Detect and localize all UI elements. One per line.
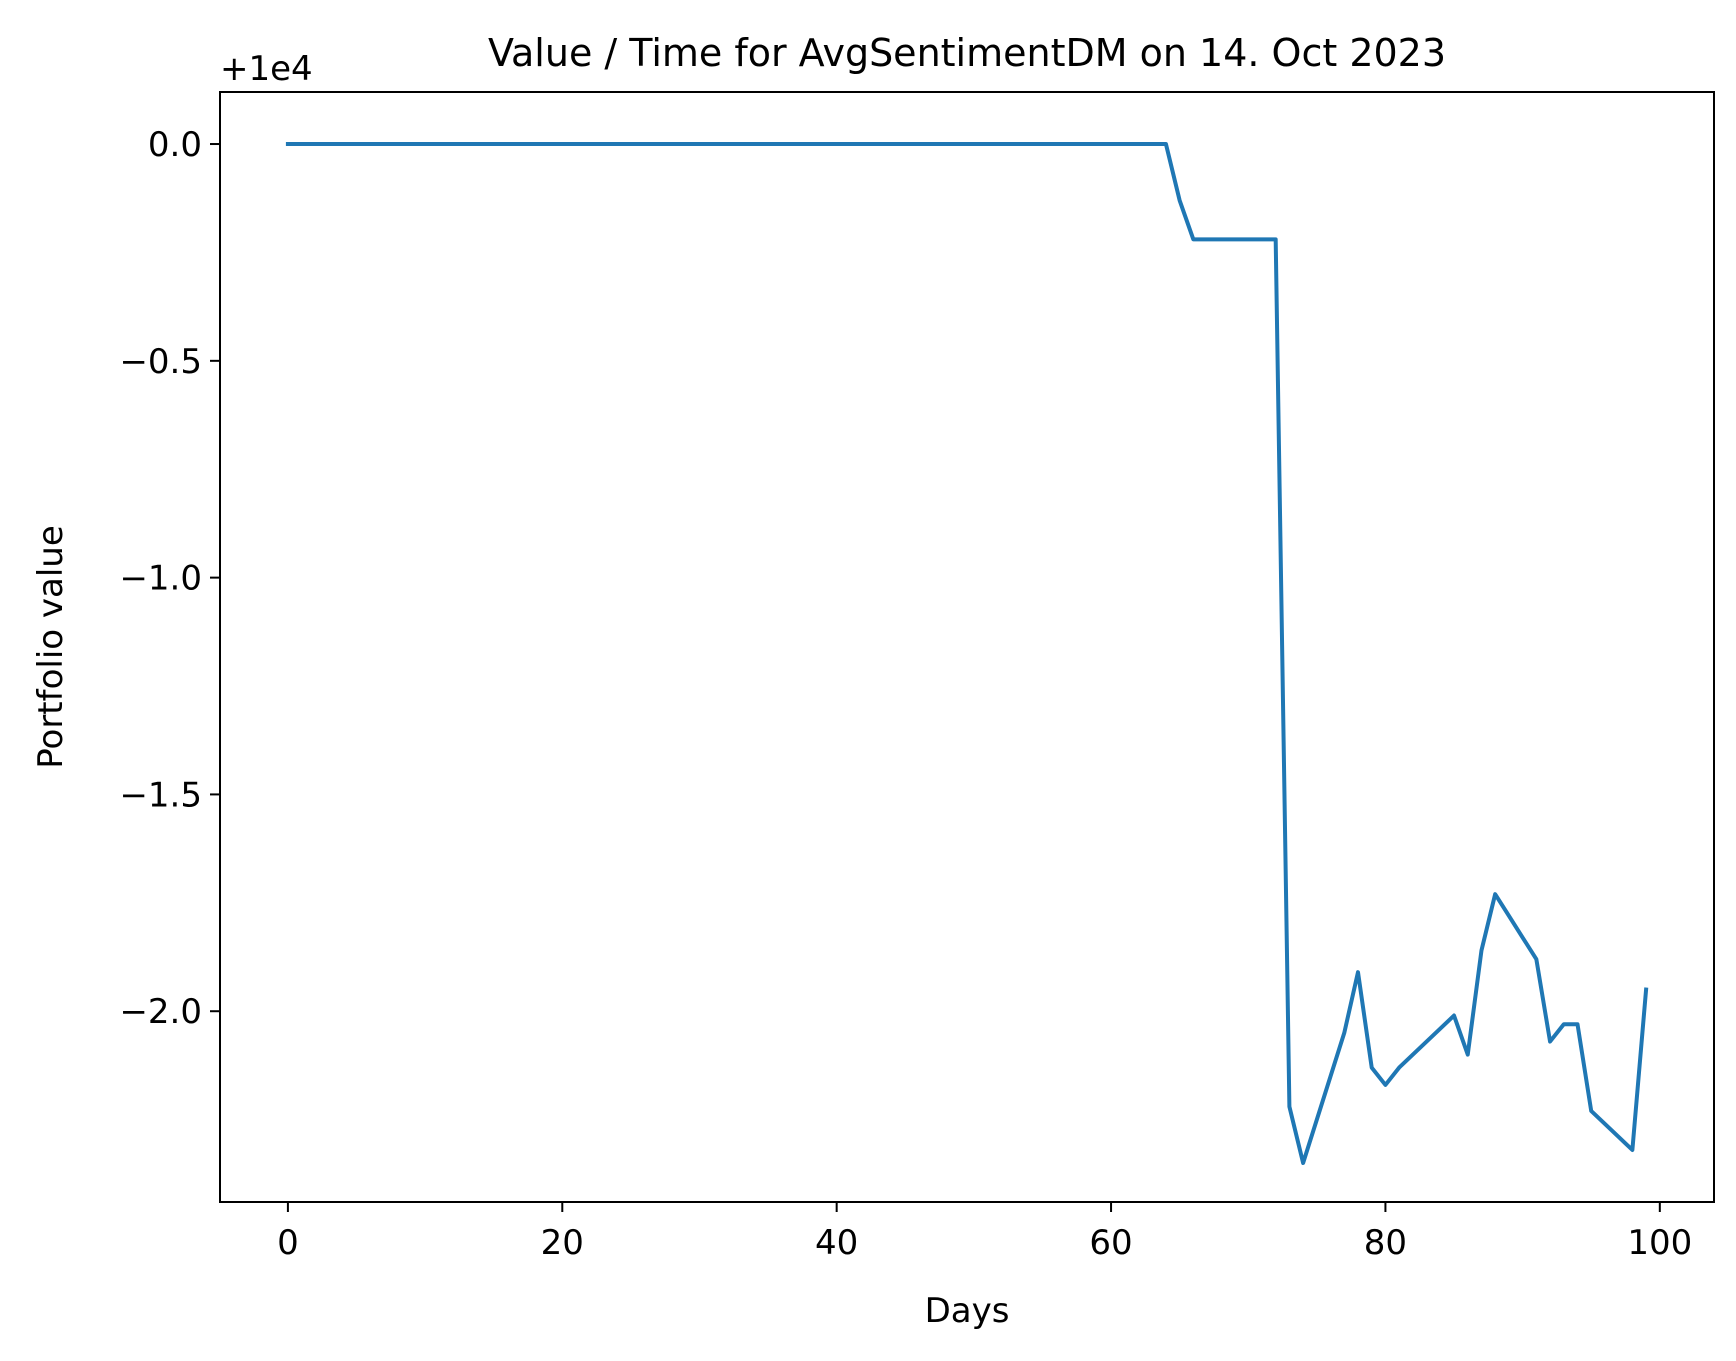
plot-area (285, 142, 1649, 1165)
x-tick-label: 20 (541, 1223, 584, 1263)
x-tick-label: 0 (277, 1223, 299, 1263)
y-tick-label: −1.0 (119, 559, 202, 599)
series-line-0 (285, 142, 1649, 1165)
x-tick-label: 100 (1627, 1223, 1692, 1263)
y-tick-label: −0.5 (119, 342, 202, 382)
y-offset-label: +1e4 (220, 49, 313, 89)
y-tick-label: −1.5 (119, 775, 202, 815)
x-axis: 0 20 40 60 80 100 (277, 1202, 1692, 1263)
y-axis: 0.0 −0.5 −1.0 −1.5 −2.0 (119, 125, 220, 1032)
x-tick-label: 80 (1364, 1223, 1407, 1263)
axes-frame (219, 91, 1715, 1203)
y-tick-label: 0.0 (148, 125, 202, 165)
x-axis-label: Days (925, 1291, 1010, 1331)
y-axis-label: Portfolio value (31, 525, 71, 769)
x-tick-label: 40 (815, 1223, 858, 1263)
y-tick-label: −2.0 (119, 992, 202, 1032)
chart-title: Value / Time for AvgSentimentDM on 14. O… (488, 31, 1446, 75)
x-tick-label: 60 (1089, 1223, 1132, 1263)
